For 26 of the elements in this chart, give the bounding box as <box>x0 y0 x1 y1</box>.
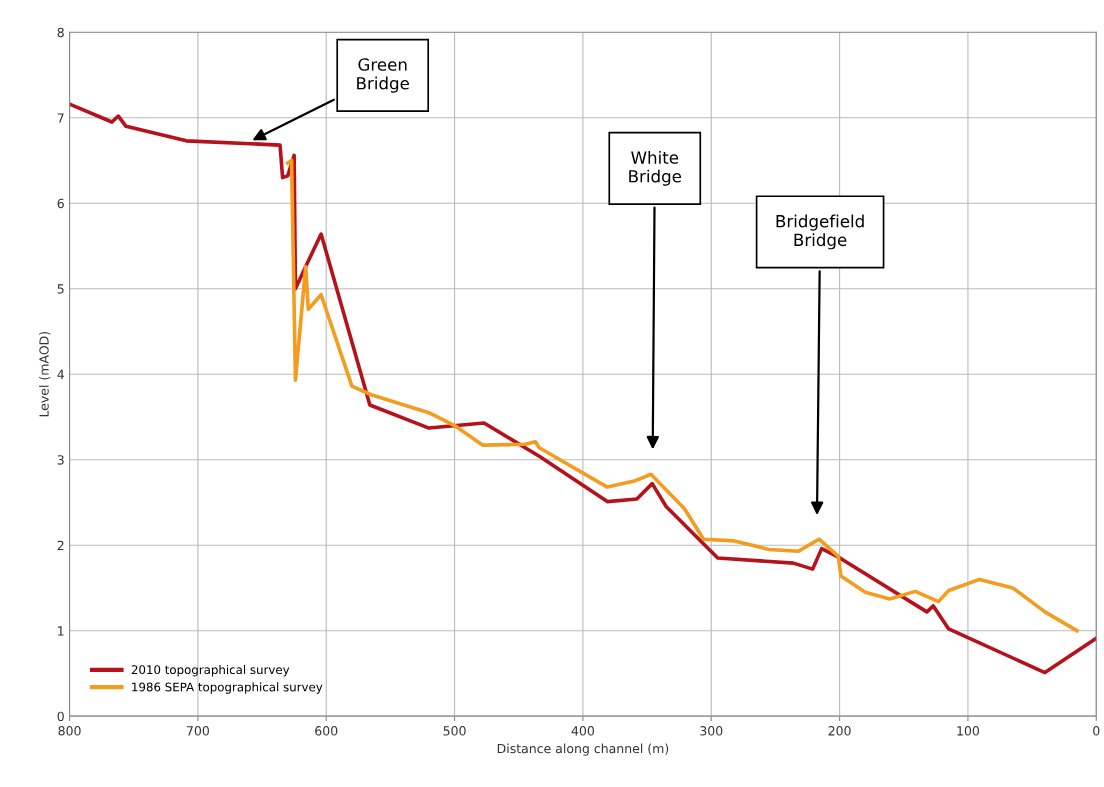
x-tick-label: 700 <box>186 726 209 736</box>
x-tick-label: 400 <box>571 726 595 736</box>
line-series <box>69 102 1097 675</box>
x-tick-label: 300 <box>700 726 723 736</box>
annotation: White Bridge <box>629 150 682 186</box>
legend-label: 2010 topographical survey <box>131 664 290 677</box>
x-tick-label: 100 <box>957 726 980 736</box>
y-tick-label: 8 <box>57 27 64 38</box>
y-tick-label: 2 <box>57 540 64 550</box>
y-tick-label: 7 <box>57 113 64 123</box>
y-tick-label: 0 <box>57 711 64 722</box>
y-tick-label: 5 <box>57 284 64 294</box>
y-tick-label: 3 <box>57 455 64 465</box>
x-tick-label: 200 <box>828 726 851 736</box>
y-tick-label: 6 <box>57 198 64 209</box>
annotation: Green Bridge <box>357 58 409 93</box>
x-tick-label: 800 <box>58 726 81 736</box>
legend-label: 1986 SEPA topographical survey <box>132 682 323 694</box>
annotation: Bridgefield Bridge <box>776 214 864 250</box>
y-tick-label: 4 <box>57 369 64 379</box>
y-tick-label: 1 <box>58 626 64 636</box>
y-axis-title: Level (mAOD) <box>39 331 51 417</box>
x-tick-label: 600 <box>315 726 338 736</box>
x-tick-label: 0 <box>1093 726 1100 736</box>
x-axis-title: Distance along channel (m) <box>497 743 669 756</box>
x-tick-label: 500 <box>443 726 466 736</box>
